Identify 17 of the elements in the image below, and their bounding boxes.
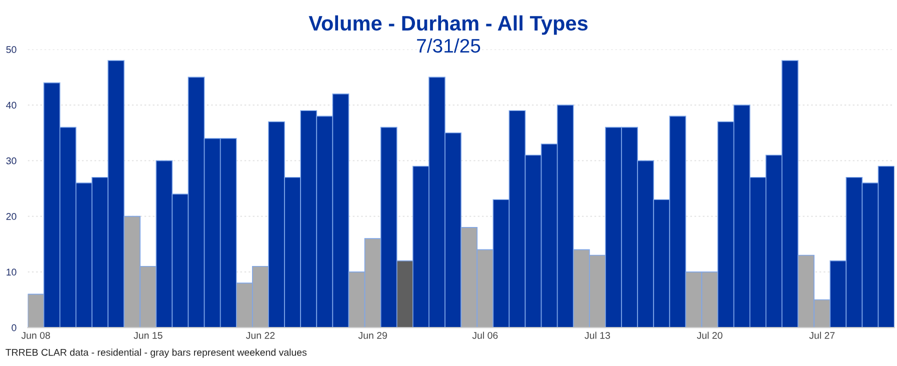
y-tick-label: 10: [6, 268, 16, 276]
y-tick-label: 40: [6, 102, 16, 109]
y-tick-label: 50: [6, 46, 16, 54]
chart-title: Volume - Durham - All Types: [308, 15, 588, 35]
y-tick-label: 0: [12, 324, 16, 332]
y-tick-label: 30: [6, 157, 16, 164]
x-tick-label: Jun 08: [21, 332, 50, 339]
x-tick-label: Jul 13: [584, 332, 610, 339]
x-tick-label: Jul 06: [472, 332, 498, 339]
text: TRREB CLAR data - residential - gray bars represent weekend values: [6, 348, 307, 358]
x-tick-label: Jul 20: [696, 332, 722, 339]
x-tick-label: Jul 27: [809, 332, 835, 339]
x-tick-label: Jun 22: [246, 332, 275, 339]
chart-subtitle: 7/31/25: [417, 38, 480, 53]
y-tick-label: 20: [6, 213, 16, 220]
x-tick-label: Jun 15: [134, 332, 162, 339]
x-tick-label: Jun 29: [358, 332, 387, 339]
